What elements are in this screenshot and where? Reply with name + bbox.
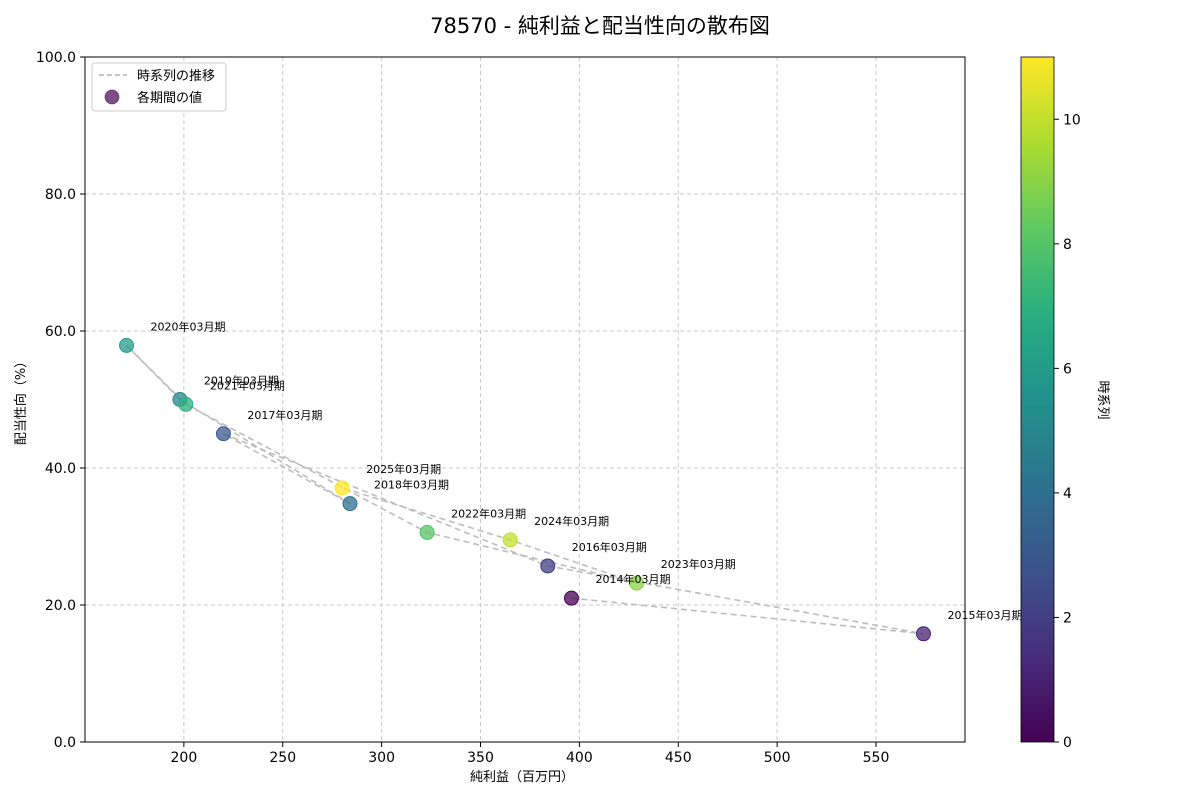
x-axis-label: 純利益（百万円）	[470, 770, 574, 785]
y-tick-label: 20.0	[45, 598, 76, 614]
point-label: 2016年03月期	[572, 540, 647, 554]
y-tick-label: 60.0	[45, 324, 76, 340]
y-tick-label: 40.0	[45, 461, 76, 477]
legend-point-label: 各期間の値	[137, 90, 202, 106]
x-tick-label: 450	[665, 750, 692, 766]
point-label: 2020年03月期	[151, 319, 226, 333]
point-label: 2021年03月期	[210, 378, 285, 392]
data-point	[915, 626, 931, 642]
colorbar-label: 時系列	[1095, 380, 1110, 419]
y-tick-label: 0.0	[54, 735, 76, 751]
x-tick-label: 200	[171, 750, 198, 766]
x-tick-label: 350	[467, 750, 494, 766]
point-labels: 2014年03月期 2015年03月期 2016年03月期 2017年03月期 2018…	[151, 319, 1023, 621]
data-point	[629, 575, 645, 591]
colorbar-tick-label: 2	[1063, 610, 1072, 626]
colorbar-tick-label: 4	[1063, 486, 1072, 502]
colorbar-tick-label: 10	[1063, 112, 1081, 128]
point-label: 2025年03月期	[366, 462, 441, 476]
x-tick-label: 400	[566, 750, 593, 766]
data-points	[119, 337, 931, 642]
point-label: 2024年03月期	[534, 514, 609, 528]
x-tick-label: 550	[863, 750, 890, 766]
y-axis-label: 配当性向（%）	[13, 355, 29, 445]
colorbar-tick-label: 8	[1063, 237, 1072, 253]
data-point	[502, 532, 518, 548]
point-label: 2015年03月期	[947, 608, 1022, 622]
point-label: 2022年03月期	[451, 506, 526, 520]
colorbar-tick-label: 6	[1063, 361, 1072, 377]
data-point	[215, 426, 231, 442]
colorbar-tick-label: 0	[1063, 735, 1072, 751]
y-tick-label: 80.0	[45, 187, 76, 203]
x-tick-label: 500	[764, 750, 791, 766]
point-label: 2019年03月期	[204, 374, 279, 388]
grid-lines	[85, 57, 965, 742]
data-point	[334, 480, 350, 496]
data-point	[178, 396, 194, 412]
legend-point-swatch	[104, 89, 120, 105]
x-axis-ticks: 200 250 300 350 400 450 500 550	[171, 742, 890, 766]
legend: 時系列の推移 各期間の値	[91, 62, 227, 112]
y-axis-ticks: 0.0 20.0 40.0 60.0 80.0 100.0	[36, 50, 85, 751]
plot-frame	[84, 56, 966, 743]
data-point	[540, 558, 556, 574]
trend-line-group	[125, 344, 924, 635]
data-point	[119, 337, 135, 353]
point-label: 2023年03月期	[661, 557, 736, 571]
point-label: 2018年03月期	[374, 478, 449, 492]
data-point	[419, 524, 435, 540]
data-point	[342, 496, 358, 512]
point-label: 2017年03月期	[247, 408, 322, 422]
data-point	[563, 590, 579, 606]
colorbar	[1021, 57, 1054, 742]
x-tick-label: 300	[368, 750, 395, 766]
point-label: 2014年03月期	[595, 572, 670, 586]
colorbar-ticks: 0 2 4 6 8 10	[1054, 112, 1081, 751]
chart-title: 78570 - 純利益と配当性向の散布図	[430, 14, 770, 38]
legend-line-label: 時系列の推移	[137, 69, 215, 84]
y-tick-label: 100.0	[36, 50, 76, 66]
trend-line	[125, 344, 924, 635]
x-tick-label: 250	[269, 750, 296, 766]
colorbar-frame	[1020, 56, 1055, 743]
